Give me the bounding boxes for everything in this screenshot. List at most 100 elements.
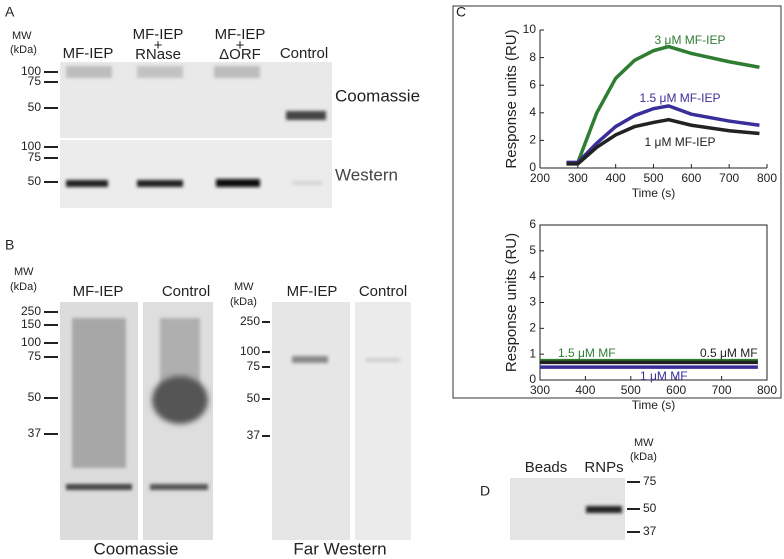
series-label: 1 μM MF-IEP xyxy=(645,135,716,149)
mw-label: MW xyxy=(634,437,654,449)
x-tick-label: 600 xyxy=(666,383,686,397)
marker-ticks xyxy=(627,481,640,533)
gel xyxy=(272,302,350,540)
lane-label: + xyxy=(154,37,163,54)
panel-label: D xyxy=(480,483,490,499)
y-tick-label: 4 xyxy=(529,105,536,119)
marker-label: 75 xyxy=(28,349,42,363)
marker-label: 75 xyxy=(247,359,261,373)
mw-label: (kDa) xyxy=(10,44,37,56)
panel-d: Beads RNPs MW (kDa) 75 50 37 xyxy=(510,437,657,540)
marker-label: 50 xyxy=(28,390,42,404)
marker-label: 50 xyxy=(247,391,261,405)
panel-label: C xyxy=(456,4,466,20)
x-tick-label: 500 xyxy=(643,171,663,185)
lane-label: MF-IEP xyxy=(287,283,338,300)
bands xyxy=(66,318,208,490)
y-tick-label: 1 xyxy=(529,346,536,360)
y-tick-label: 2 xyxy=(529,133,536,147)
panel-b: MW (kDa) MF-IEP Control 250 150 100 75 5… xyxy=(10,266,411,558)
mw-label: MW xyxy=(12,30,32,42)
y-tick-label: 3 xyxy=(529,295,536,309)
marker-label: 37 xyxy=(28,426,42,440)
x-axis-label: Time (s) xyxy=(632,398,676,412)
lane-label: MF-IEP xyxy=(133,26,184,43)
y-tick-label: 5 xyxy=(529,243,536,257)
band xyxy=(366,358,400,362)
band xyxy=(586,506,622,513)
y-tick-label: 6 xyxy=(529,77,536,91)
marker-label: 100 xyxy=(240,344,260,358)
mw-label: MW xyxy=(14,266,34,278)
marker-ticks xyxy=(44,311,58,435)
lane-label: Beads xyxy=(525,459,568,476)
marker-label: 150 xyxy=(21,317,41,331)
series-line xyxy=(566,117,760,166)
marker-label: 50 xyxy=(643,501,657,515)
x-tick-label: 200 xyxy=(530,171,550,185)
marker-label: 37 xyxy=(247,428,261,442)
y-tick-label: 0 xyxy=(529,372,536,386)
mw-label: (kDa) xyxy=(630,451,657,463)
gel-caption: Far Western xyxy=(293,539,386,558)
series-label: 0.5 μM MF xyxy=(700,346,758,360)
gel-label: Western xyxy=(335,165,398,184)
y-tick-label: 4 xyxy=(529,269,536,283)
lane-label: MF-IEP xyxy=(63,45,114,62)
bands xyxy=(66,66,326,187)
x-tick-label: 400 xyxy=(575,383,595,397)
y-tick-label: 8 xyxy=(529,50,536,64)
y-tick-label: 10 xyxy=(523,22,537,36)
marker-label: 75 xyxy=(28,150,42,164)
lane-label: Control xyxy=(162,283,210,300)
lane-label: + xyxy=(236,37,245,54)
marker-label: 100 xyxy=(21,64,41,78)
panel-c: 200 300 400 500 600 700 800 0 2 4 6 8 10 Time (s) Resp… xyxy=(503,22,777,412)
gel-caption: Coomassie xyxy=(93,539,178,558)
mw-label: (kDa) xyxy=(10,281,37,293)
x-tick-label: 700 xyxy=(712,383,732,397)
marker-label: 75 xyxy=(643,474,657,488)
marker-label: 50 xyxy=(28,100,42,114)
marker-label: 100 xyxy=(21,139,41,153)
series-label: 1 μM MF xyxy=(640,369,688,383)
lane-label: RNPs xyxy=(584,459,623,476)
marker-ticks xyxy=(262,321,270,437)
marker-label: 250 xyxy=(21,304,41,318)
lane-label: Control xyxy=(280,45,328,62)
x-tick-label: 800 xyxy=(757,383,777,397)
x-tick-label: 700 xyxy=(719,171,739,185)
gel xyxy=(355,302,411,540)
x-axis-label: Time (s) xyxy=(632,186,676,200)
x-tick-label: 600 xyxy=(681,171,701,185)
series-label: 3 μM MF-IEP xyxy=(655,33,726,47)
lane-label: MF-IEP xyxy=(73,283,124,300)
marker-label: 50 xyxy=(28,174,42,188)
marker-label: 250 xyxy=(240,314,260,328)
x-tick-label: 500 xyxy=(621,383,641,397)
band xyxy=(292,356,328,363)
x-tick-label: 400 xyxy=(606,171,626,185)
mw-label: MW xyxy=(234,281,254,293)
marker-label: 75 xyxy=(28,74,42,88)
mw-label: (kDa) xyxy=(230,296,257,308)
panel-frame xyxy=(452,5,782,399)
marker-label: 100 xyxy=(21,335,41,349)
x-tick-label: 300 xyxy=(568,171,588,185)
x-tick-label: 300 xyxy=(530,383,550,397)
lane-label: ΔORF xyxy=(219,46,261,63)
x-tick-label: 800 xyxy=(757,171,777,185)
lane-label: Control xyxy=(359,283,407,300)
series-label: 1.5 μM MF xyxy=(558,346,616,360)
y-tick-label: 6 xyxy=(529,217,536,231)
lane-label: RNase xyxy=(135,46,181,63)
lane-label: MF-IEP xyxy=(215,26,266,43)
marker-ticks xyxy=(44,71,58,183)
y-axis-label: Response units (RU) xyxy=(503,29,520,168)
band xyxy=(152,376,208,424)
panel-label: B xyxy=(5,237,14,253)
series-label: 1.5 μM MF-IEP xyxy=(640,91,721,105)
panel-label: A xyxy=(5,4,15,20)
marker-label: 37 xyxy=(643,524,657,538)
